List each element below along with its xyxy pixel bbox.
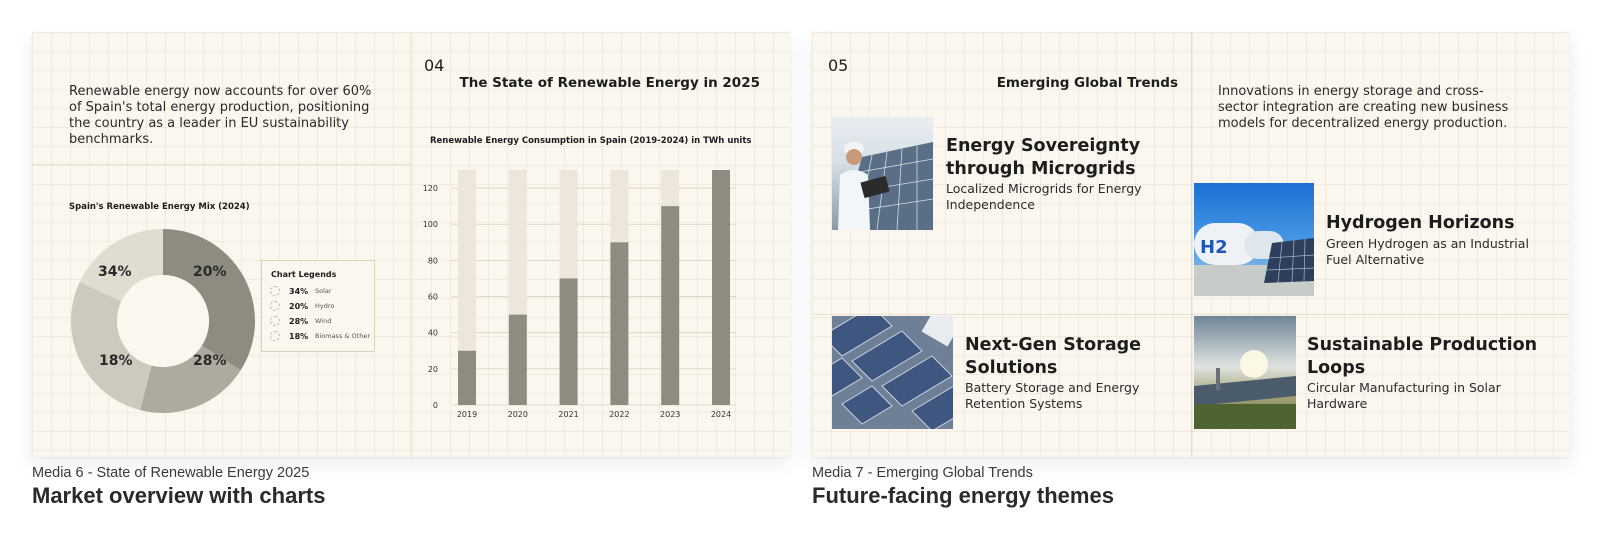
engineer-solar-photo: [832, 117, 933, 230]
legend-item-hydro: 20% Hydro: [270, 300, 334, 312]
legend-swatch: [270, 331, 280, 341]
media-heading: Market overview with charts: [32, 483, 326, 508]
legend-label: Hydro: [315, 302, 335, 310]
y-tick-label: 80: [428, 256, 438, 265]
topic-title: Hydrogen Horizons: [1326, 213, 1515, 233]
legend-label: Wind: [315, 317, 332, 325]
hydrogen-tanks-photo: H2: [1194, 183, 1314, 296]
legend-item-solar: 34% Solar: [270, 285, 332, 297]
divider: [1191, 32, 1192, 457]
legend-title: Chart Legends: [271, 270, 337, 279]
slide-title: Emerging Global Trends: [996, 75, 1178, 91]
donut-slice-hydro: [140, 345, 241, 413]
divider: [32, 164, 410, 165]
x-tick-label: 2023: [660, 410, 680, 419]
topic-title: Sustainable Production Loops: [1307, 335, 1538, 378]
donut-hole: [117, 275, 209, 367]
donut-slice-wind: [70, 281, 152, 411]
y-tick-label: 0: [433, 401, 438, 410]
chart-legend: Chart Legends 34% Solar 20% Hydro 28% Wi…: [261, 260, 375, 352]
legend-item-wind: 28% Wind: [270, 315, 331, 327]
bar-2024: [712, 170, 730, 405]
media-card-emerging-global-trends[interactable]: 05 Emerging Global Trends Innovations in…: [812, 32, 1570, 457]
media-card-state-of-renewable-energy[interactable]: Renewable energy now accounts for over 6…: [32, 32, 790, 457]
legend-swatch: [270, 301, 280, 311]
donut-label-wind: 28%: [193, 353, 227, 369]
bar-chart: 0 20 40 60 80 100 120 2019 2020 2021 2022 2023 2024: [423, 170, 736, 419]
legend-value: 20%: [289, 301, 309, 311]
media-heading: Future-facing energy themes: [812, 483, 1114, 508]
legend-value: 28%: [289, 316, 309, 326]
x-tick-label: 2019: [457, 410, 477, 419]
legend-swatch: [270, 316, 280, 326]
legend-label: Biomass & Other: [315, 332, 370, 340]
topic-title: Energy Sovereignty through Microgrids: [946, 136, 1141, 179]
slide-number: 05: [828, 56, 849, 75]
legend-swatch: [270, 286, 280, 296]
y-tick-label: 100: [423, 220, 438, 229]
donut-label-hydro: 20%: [193, 264, 227, 280]
x-tick-label: 2020: [508, 410, 528, 419]
bar-2019: [458, 350, 476, 405]
media-caption: Media 6 - State of Renewable Energy 2025: [32, 465, 310, 481]
legend-value: 34%: [289, 286, 309, 296]
solar-sunset-photo: [1194, 316, 1296, 429]
svg-text:H2: H2: [1200, 237, 1228, 258]
y-tick-label: 120: [423, 184, 438, 193]
legend-value: 18%: [289, 331, 309, 341]
topic-subtitle: Green Hydrogen as an Industrial Fuel Alt…: [1326, 236, 1529, 267]
bar-2020: [508, 314, 527, 405]
x-tick-label: 2022: [609, 410, 629, 419]
topic-subtitle: Localized Microgrids for Energy Independ…: [946, 181, 1142, 212]
topic-title: Next-Gen Storage Solutions: [965, 335, 1142, 378]
topic-subtitle: Circular Manufacturing in Solar Hardware: [1307, 380, 1501, 411]
donut-label-solar: 34%: [98, 264, 132, 280]
x-tick-label: 2021: [558, 410, 578, 419]
solar-rows-photo: [832, 316, 953, 429]
donut-slice-solar: [163, 229, 255, 371]
slide-number: 04: [424, 56, 445, 75]
bar-2021: [559, 278, 578, 405]
legend-label: Solar: [315, 287, 332, 295]
bar-2022: [610, 242, 629, 405]
bar-chart-title: Renewable Energy Consumption in Spain (2…: [430, 136, 752, 146]
divider: [410, 32, 411, 457]
donut-chart: [70, 229, 255, 413]
media-caption: Media 7 - Emerging Global Trends: [812, 465, 1033, 481]
bar-2023: [661, 206, 680, 405]
slide-title: The State of Renewable Energy in 2025: [459, 75, 761, 91]
y-tick-label: 20: [428, 365, 438, 374]
y-tick-label: 40: [428, 329, 438, 338]
y-tick-label: 60: [428, 293, 438, 302]
bar-background: [458, 170, 476, 405]
x-tick-label: 2024: [711, 410, 731, 419]
divider: [812, 314, 1570, 315]
topic-subtitle: Battery Storage and Energy Retention Sys…: [965, 380, 1140, 411]
intro-text: Innovations in energy storage and cross-…: [1218, 84, 1509, 131]
intro-text: Renewable energy now accounts for over 6…: [69, 84, 372, 147]
donut-label-biomass: 18%: [99, 353, 133, 369]
donut-slice-biomass-other: [79, 229, 163, 302]
donut-chart-title: Spain's Renewable Energy Mix (2024): [69, 202, 250, 212]
legend-item-biomass: 18% Biomass & Other: [270, 330, 370, 342]
